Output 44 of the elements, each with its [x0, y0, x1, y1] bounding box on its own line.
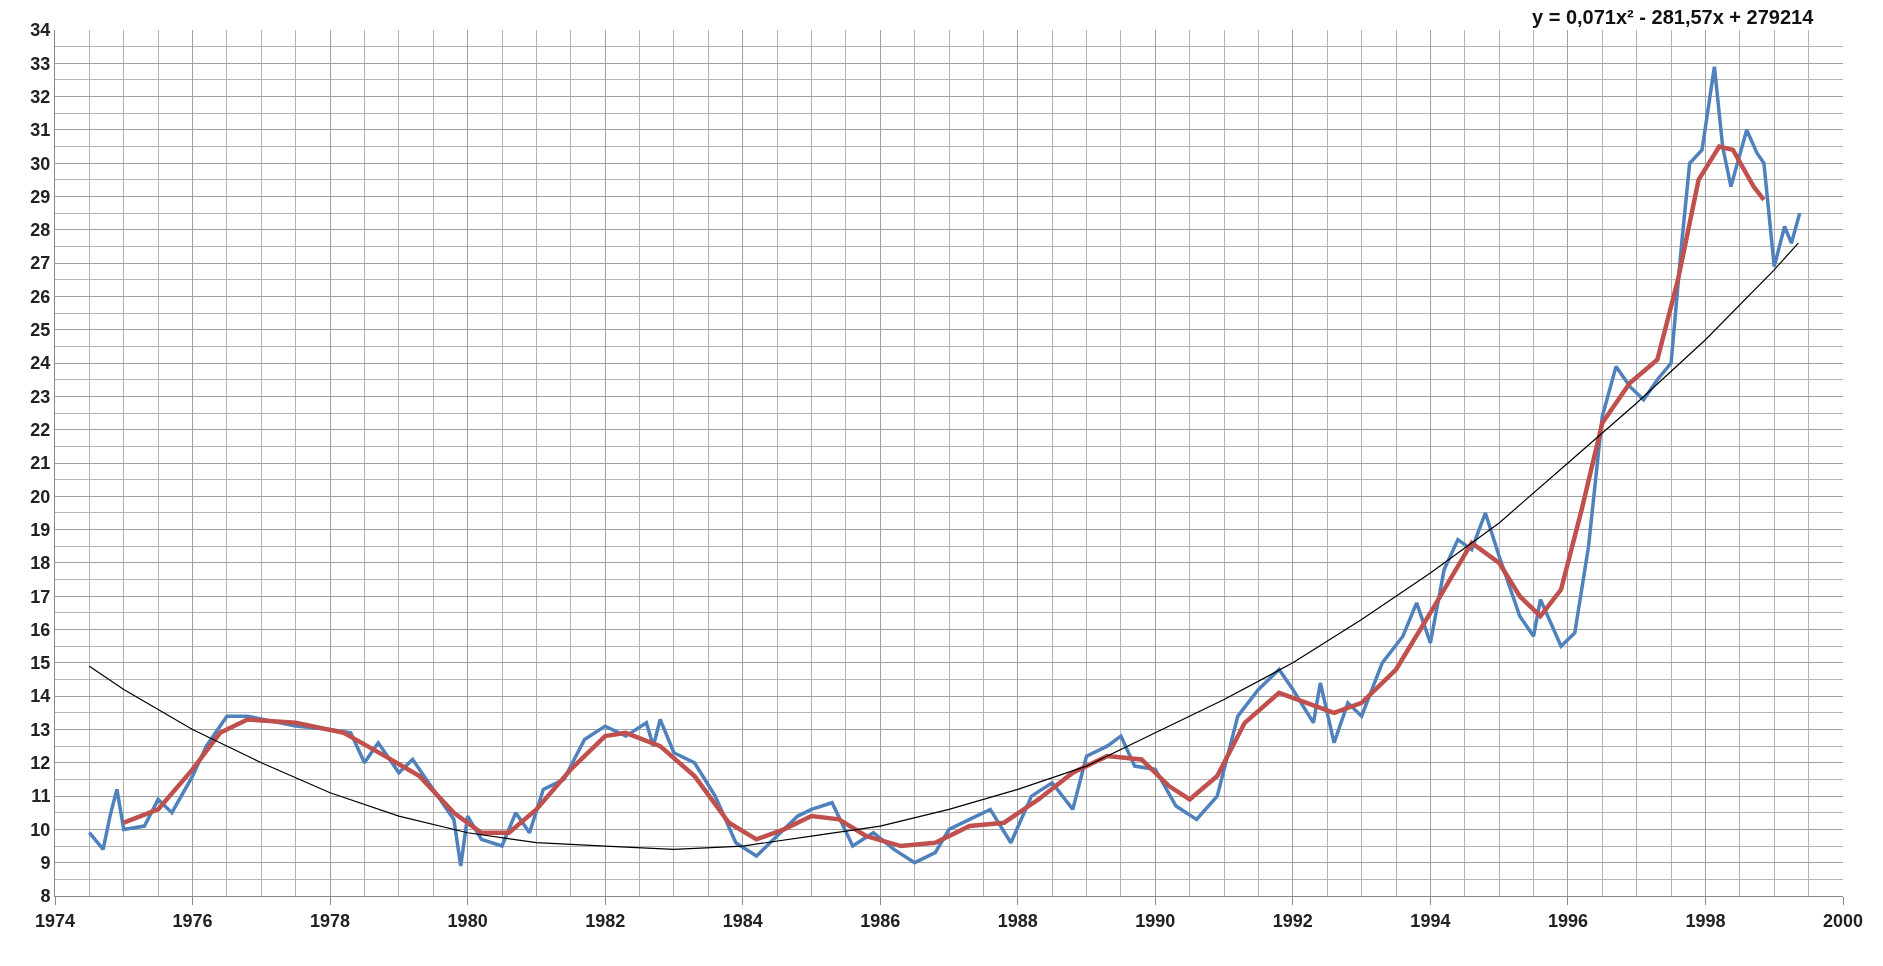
- x-tick-label: 1988: [997, 910, 1038, 931]
- y-tick-label: 23: [30, 386, 51, 407]
- x-tick-label: 1992: [1272, 910, 1313, 931]
- y-tick-label: 30: [30, 153, 51, 174]
- y-tick-label: 9: [40, 852, 51, 873]
- x-tick-label: 1998: [1685, 910, 1726, 931]
- y-tick-label: 25: [30, 320, 51, 341]
- y-tick-label: 27: [30, 253, 51, 274]
- y-tick-label: 26: [30, 286, 51, 307]
- x-tick-label: 1994: [1410, 910, 1451, 931]
- y-tick-label: 28: [30, 220, 51, 241]
- y-tick-label: 8: [40, 886, 51, 907]
- y-tick-label: 29: [30, 186, 51, 207]
- x-tick-label: 1976: [172, 910, 213, 931]
- x-tick-label: 1990: [1135, 910, 1176, 931]
- x-tick-label: 1984: [722, 910, 763, 931]
- x-tick-label: 1980: [447, 910, 488, 931]
- x-tick-label: 1982: [585, 910, 626, 931]
- y-tick-label: 12: [30, 753, 51, 774]
- x-tick-label: 1974: [34, 910, 76, 931]
- y-tick-label: 34: [30, 20, 51, 41]
- y-tick-label: 11: [31, 786, 51, 807]
- y-tick-label: 15: [30, 653, 51, 674]
- x-tick-label: 1996: [1547, 910, 1588, 931]
- y-tick-label: 10: [30, 819, 51, 840]
- line-series: [88, 242, 1799, 850]
- y-tick-label: 31: [30, 120, 51, 141]
- y-tick-label: 18: [30, 553, 51, 574]
- y-tick-label: 21: [30, 453, 51, 474]
- y-tick-label: 22: [30, 419, 51, 440]
- text: y = 0,071x² - 281,57x + 279214: [1532, 6, 1815, 28]
- y-tick-label: 24: [30, 353, 51, 374]
- y-tick-label: 32: [30, 86, 51, 107]
- x-tick-label: 2000: [1822, 910, 1864, 931]
- y-tick-label: 19: [30, 519, 51, 540]
- y-tick-label: 13: [30, 719, 51, 740]
- x-tick-label: 1986: [860, 910, 901, 931]
- line-series: [121, 144, 1767, 849]
- y-tick-label: 20: [30, 486, 51, 507]
- y-tick-label: 33: [30, 53, 51, 74]
- x-tick-label: 1978: [310, 910, 351, 931]
- y-tick-label: 14: [30, 686, 51, 707]
- y-tick-label: 17: [30, 586, 51, 607]
- y-tick-label: 16: [30, 619, 51, 640]
